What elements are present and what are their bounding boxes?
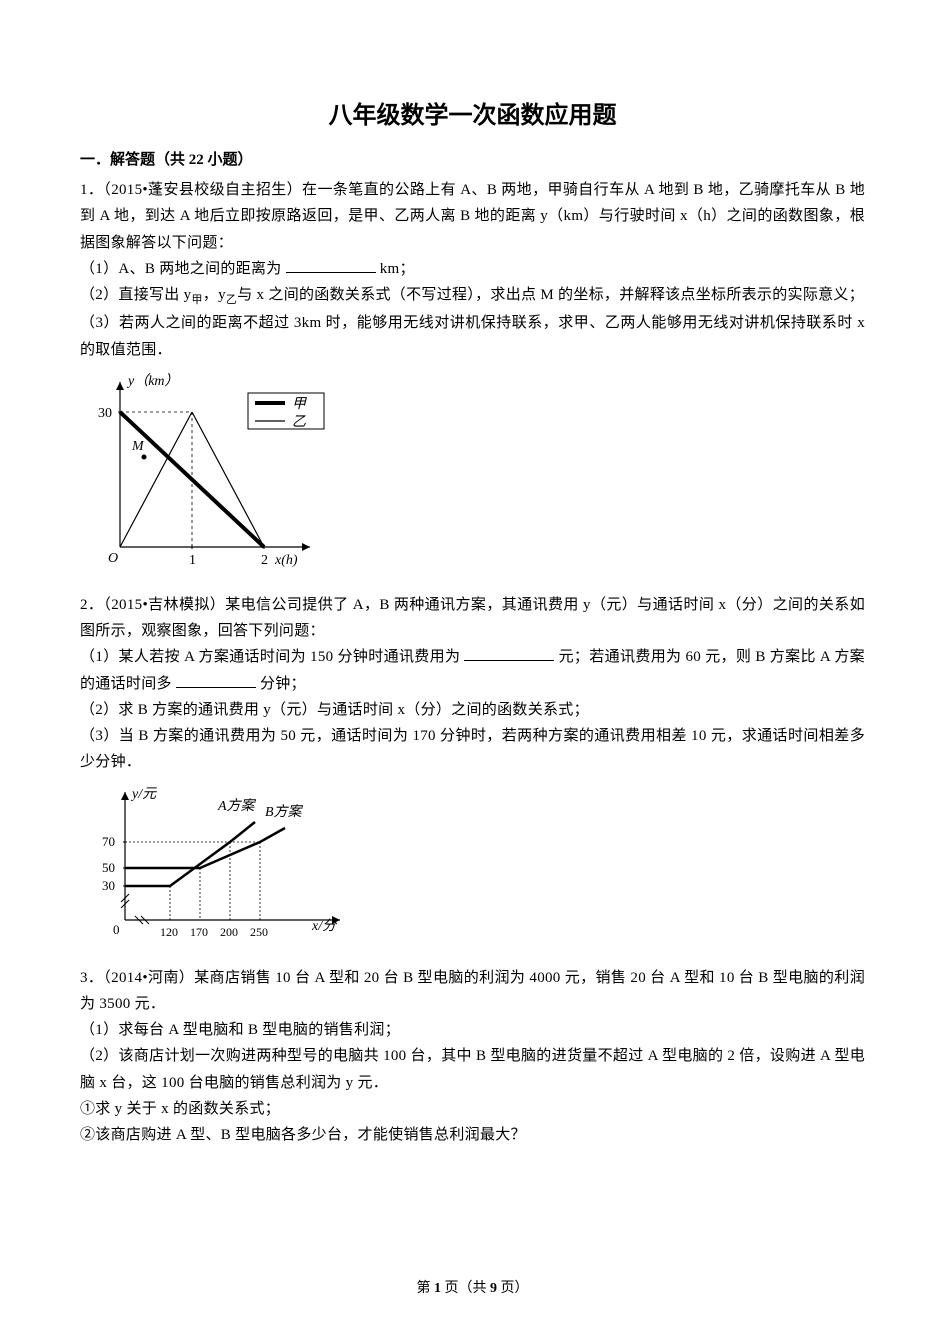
blank xyxy=(176,673,256,688)
q3-p4: ②该商店购进 A 型、B 型电脑各多少台，才能使销售总利润最大？ xyxy=(80,1122,865,1148)
c2-origin: 0 xyxy=(113,922,120,937)
q2-part3: （3）当 B 方案的通讯费用为 50 元，通话时间为 170 分钟时，若两种方案… xyxy=(80,723,865,776)
page-title: 八年级数学一次函数应用题 xyxy=(80,95,865,130)
chart1-x2: 2 xyxy=(261,553,268,568)
blank xyxy=(286,258,376,273)
q1-intro: 1．（2015•蓬安县校级自主招生）在一条笔直的公路上有 A、B 两地，甲骑自行… xyxy=(80,177,865,256)
c2-ylabel: y/元 xyxy=(130,787,157,802)
chart1-svg: 甲 乙 y（km） x(h) 30 O 1 2 M xyxy=(80,367,330,577)
q3-p2: （2）该商店计划一次购进两种型号的电脑共 100 台，其中 B 型电脑的进货量不… xyxy=(80,1043,865,1096)
c2-y70: 70 xyxy=(102,834,115,849)
chart1-m: M xyxy=(131,439,145,454)
sub-jia: 甲 xyxy=(191,294,202,306)
chart1-x1: 1 xyxy=(189,553,196,568)
legend-yi: 乙 xyxy=(292,415,306,430)
q3-p3: ①求 y 关于 x 的函数关系式； xyxy=(80,1096,865,1122)
c2-xlabel: x/分 xyxy=(311,918,338,934)
q1-p2-mid: ，y xyxy=(203,287,226,303)
chart1-ytick: 30 xyxy=(98,406,112,421)
page-footer: 第 1 页（共 9 页） xyxy=(0,1277,945,1297)
footer-a: 第 xyxy=(417,1281,431,1296)
q2-p1-a: （1）某人若按 A 方案通话时间为 150 分钟时通讯费用为 xyxy=(80,649,460,665)
chart2-svg: 30 50 70 120 170 200 250 A方案 B方案 y/元 x/分… xyxy=(80,780,360,950)
c2-plan-b: B方案 xyxy=(265,804,304,820)
chart1-origin: O xyxy=(108,551,118,566)
sub-yi: 乙 xyxy=(226,294,237,306)
q2-part2: （2）求 B 方案的通讯费用 y（元）与通话时间 x（分）之间的函数关系式； xyxy=(80,697,865,723)
blank xyxy=(464,646,554,661)
legend-jia: 甲 xyxy=(292,397,307,412)
q1-p1-b: km； xyxy=(380,261,415,277)
c2-x250: 250 xyxy=(250,925,268,939)
footer-page: 1 xyxy=(434,1281,441,1296)
section-header: 一．解答题（共 22 小题） xyxy=(80,148,865,169)
c2-x200: 200 xyxy=(220,925,238,939)
c2-y50: 50 xyxy=(102,860,115,875)
q2-intro: 2．（2015•吉林模拟）某电信公司提供了 A，B 两种通讯方案，其通讯费用 y… xyxy=(80,592,865,645)
c2-plan-a: A方案 xyxy=(217,798,257,814)
footer-c: 页） xyxy=(501,1281,529,1296)
q1-p1-a: （1）A、B 两地之间的距离为 xyxy=(80,261,282,277)
q1-part1: （1）A、B 两地之间的距离为 km； xyxy=(80,256,865,282)
q2-part1: （1）某人若按 A 方案通话时间为 150 分钟时通讯费用为 元；若通讯费用为 … xyxy=(80,644,865,697)
chart1-xlabel: x(h) xyxy=(274,553,298,568)
c2-x120: 120 xyxy=(160,925,178,939)
q1-p2: （2）直接写出 y xyxy=(80,287,191,303)
c2-y30: 30 xyxy=(102,878,115,893)
q2-p1-c: 分钟； xyxy=(260,676,306,692)
q3-p1: （1）求每台 A 型电脑和 B 型电脑的销售利润； xyxy=(80,1017,865,1043)
chart1-ylabel: y（km） xyxy=(126,373,179,389)
q1-part2: （2）直接写出 y甲，y乙与 x 之间的函数关系式（不写过程），求出点 M 的坐… xyxy=(80,282,865,310)
footer-total: 9 xyxy=(490,1281,497,1296)
c2-x170: 170 xyxy=(190,925,208,939)
q1-part3: （3）若两人之间的距离不超过 3km 时，能够用无线对讲机保持联系，求甲、乙两人… xyxy=(80,310,865,363)
q3-intro: 3．（2014•河南）某商店销售 10 台 A 型和 20 台 B 型电脑的利润… xyxy=(80,965,865,1018)
q1-p2-end: 与 x 之间的函数关系式（不写过程），求出点 M 的坐标，并解释该点坐标所表示的… xyxy=(237,287,864,303)
chart2: 30 50 70 120 170 200 250 A方案 B方案 y/元 x/分… xyxy=(80,780,865,955)
chart1: 甲 乙 y（km） x(h) 30 O 1 2 M xyxy=(80,367,865,582)
footer-b: 页（共 xyxy=(445,1281,487,1296)
